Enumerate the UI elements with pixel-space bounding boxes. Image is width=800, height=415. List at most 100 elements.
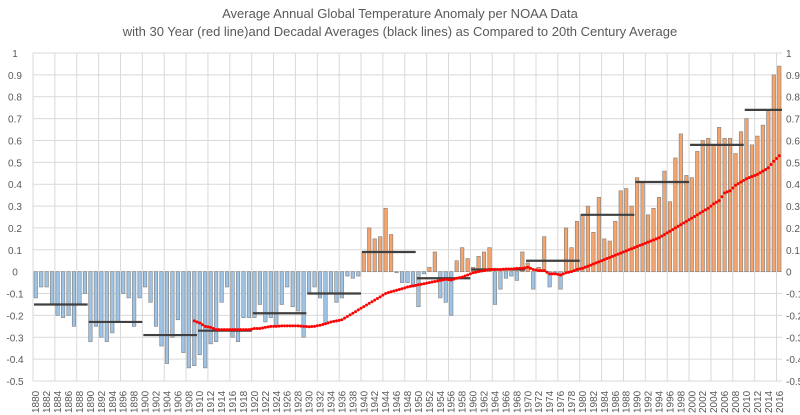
x-tick-label: 1920 [250, 390, 261, 413]
thirty-year-average-point [471, 271, 475, 275]
thirty-year-average-point [370, 300, 374, 304]
bar [558, 271, 563, 290]
x-tick-label: 1940 [359, 390, 370, 413]
thirty-year-average-point [652, 238, 656, 242]
thirty-year-average-point [597, 260, 601, 264]
x-tick-label: 1910 [195, 390, 206, 413]
thirty-year-average-point [444, 277, 448, 281]
bar [394, 271, 399, 274]
thirty-year-average-point [523, 266, 527, 270]
bar [126, 271, 131, 299]
bar [684, 175, 689, 272]
thirty-year-average-point [720, 195, 724, 199]
x-tick-label: 1946 [392, 390, 403, 413]
thirty-year-average-point [755, 172, 759, 176]
thirty-year-average-point [326, 321, 330, 325]
bar [55, 271, 60, 316]
thirty-year-average-point [485, 268, 489, 272]
thirty-year-average-point [334, 319, 338, 323]
thirty-year-average-point [570, 270, 574, 274]
bar [164, 271, 169, 364]
thirty-year-average-point [488, 267, 492, 271]
y-tick-label-left: -0.2 [6, 311, 24, 322]
bar [662, 170, 667, 272]
bar [613, 221, 618, 272]
thirty-year-average-point [518, 266, 522, 270]
bar [33, 271, 38, 299]
bar [514, 271, 519, 281]
y-tick-label-right: 0.1 [786, 246, 800, 257]
y-tick-label-right: 0.7 [786, 115, 800, 126]
thirty-year-average-point [348, 313, 352, 317]
x-tick-label: 1932 [316, 390, 327, 413]
thirty-year-average-point [416, 283, 420, 287]
thirty-year-average-point [378, 295, 382, 299]
thirty-year-average-point [764, 167, 768, 171]
thirty-year-average-point [496, 267, 500, 271]
bar [50, 271, 55, 305]
thirty-year-average-point [269, 324, 273, 328]
bar [700, 140, 705, 272]
y-tick-label-left: 0.4 [8, 180, 22, 191]
bar [39, 271, 44, 288]
thirty-year-average-point [438, 278, 442, 282]
bar [777, 65, 782, 272]
y-tick-label-left: 0.7 [8, 115, 22, 126]
x-tick-label: 2006 [720, 390, 731, 413]
y-tick-label-right: -0.3 [786, 333, 800, 344]
thirty-year-average-point [621, 250, 625, 254]
thirty-year-average-point [578, 267, 582, 271]
x-tick-label: 1956 [447, 390, 458, 413]
thirty-year-average-point [638, 243, 642, 247]
thirty-year-average-point [397, 287, 401, 291]
x-tick-label: 1926 [283, 390, 294, 413]
bar [421, 271, 426, 275]
bar [345, 271, 350, 277]
x-tick-label: 1980 [578, 390, 589, 413]
x-tick-label: 2004 [709, 390, 720, 413]
y-tick-label-right: -0.4 [786, 355, 800, 366]
bar [760, 124, 765, 272]
bar [399, 271, 405, 283]
thirty-year-average-point [296, 324, 300, 328]
bar [148, 271, 153, 303]
x-tick-label: 2010 [742, 390, 753, 413]
x-tick-label: 1978 [567, 390, 578, 413]
thirty-year-average-point [340, 318, 344, 322]
thirty-year-average-point [736, 182, 740, 186]
bar [71, 271, 77, 327]
thirty-year-average-point [356, 308, 360, 312]
thirty-year-average-point [217, 328, 221, 332]
bar [334, 271, 339, 303]
thirty-year-average-point [209, 325, 213, 329]
y-tick-label-left: -0.4 [6, 355, 24, 366]
thirty-year-average-point [561, 272, 565, 276]
bar [498, 271, 503, 290]
thirty-year-average-point [362, 305, 366, 309]
x-tick-label: 1888 [75, 390, 86, 413]
thirty-year-average-point [381, 293, 385, 297]
y-tick-label-right: 0.4 [786, 180, 800, 191]
y-tick-label-right: -0.1 [786, 290, 800, 301]
x-tick-label: 1944 [381, 390, 392, 413]
thirty-year-average-point [457, 276, 461, 280]
x-tick-label: 2002 [698, 390, 709, 413]
thirty-year-average-point [441, 278, 445, 282]
thirty-year-average-point [758, 171, 762, 175]
x-tick-label: 1994 [654, 390, 665, 413]
bar [378, 236, 383, 272]
x-tick-label: 1912 [206, 390, 217, 413]
x-tick-label: 1922 [261, 390, 272, 413]
thirty-year-average-point [613, 253, 617, 257]
thirty-year-average-point [635, 245, 639, 249]
thirty-year-average-point [550, 272, 554, 276]
x-tick-label: 1884 [53, 390, 64, 413]
x-tick-label: 1930 [305, 390, 316, 413]
thirty-year-average-point [580, 266, 584, 270]
bar [285, 271, 290, 288]
x-tick-label: 1988 [622, 390, 633, 413]
thirty-year-average-point [261, 326, 265, 330]
thirty-year-average-point [192, 319, 196, 323]
x-tick-label: 2014 [764, 390, 775, 413]
bar [82, 271, 87, 294]
